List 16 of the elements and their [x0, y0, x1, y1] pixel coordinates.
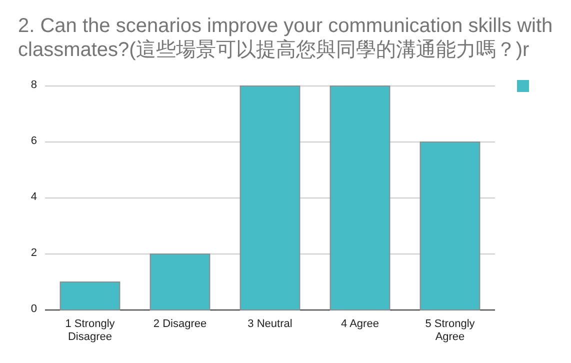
bar: [150, 254, 210, 310]
x-tick-label: 1 Strongly Disagree: [64, 318, 116, 344]
y-tick-label: 0: [30, 303, 37, 315]
y-tick-label: 6: [30, 135, 37, 147]
x-tick-label: 2 Disagree: [152, 318, 208, 331]
bar: [420, 142, 480, 310]
bar: [60, 282, 120, 310]
x-tick-label: 4 Agree: [340, 318, 380, 331]
bar: [330, 86, 390, 310]
chart-title: 2. Can the scenarios improve your communication skills with classmates?(這些場景可以提高您與同學的溝通能力嗎？)r: [18, 14, 554, 62]
x-tick-label: 3 Neutral: [246, 318, 294, 331]
y-tick-label: 2: [30, 247, 37, 259]
x-tick-label: 5 Strongly Agree: [424, 318, 476, 344]
y-tick-label: 4: [30, 191, 37, 203]
bar: [240, 86, 300, 310]
y-tick-label: 8: [30, 79, 37, 91]
